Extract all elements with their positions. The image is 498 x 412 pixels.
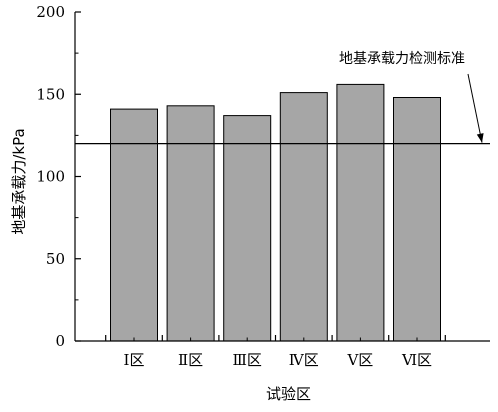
x-tick-label: Ⅳ区 bbox=[289, 351, 319, 369]
y-axis-title: 地基承载力/kPa bbox=[10, 128, 28, 234]
axes-group bbox=[74, 11, 490, 342]
bar-3 bbox=[223, 115, 272, 342]
y-tick-label: 200 bbox=[36, 3, 65, 21]
annotation-arrow-head bbox=[476, 133, 484, 143]
x-tick-label: Ⅲ区 bbox=[232, 351, 261, 369]
bar-1 bbox=[110, 108, 158, 342]
y-tick-label: 100 bbox=[36, 168, 65, 186]
x-axis-title: 试验区 bbox=[266, 385, 311, 403]
x-tick-label: Ⅰ区 bbox=[124, 351, 145, 369]
bar-6 bbox=[393, 97, 441, 342]
annotation-arrow-line bbox=[467, 73, 483, 143]
bar-4 bbox=[279, 92, 328, 342]
labels-group: 0 50 100 150 200 Ⅰ区 Ⅱ区 Ⅲ区 Ⅳ区 Ⅴ区 Ⅵ区 bbox=[36, 3, 432, 369]
y-tick-label: 0 bbox=[55, 332, 65, 350]
bar-5 bbox=[336, 83, 385, 342]
bar-2 bbox=[166, 105, 215, 342]
x-tick-label: Ⅴ区 bbox=[346, 351, 373, 369]
reference-line-group bbox=[75, 73, 490, 145]
x-tick-label: Ⅵ区 bbox=[401, 351, 432, 369]
y-tick-label: 50 bbox=[46, 250, 65, 268]
x-tick-label: Ⅱ区 bbox=[178, 351, 203, 369]
reference-line-label: 地基承载力检测标准 bbox=[339, 50, 465, 67]
bars-group bbox=[110, 83, 441, 342]
y-tick-label: 150 bbox=[36, 85, 65, 103]
